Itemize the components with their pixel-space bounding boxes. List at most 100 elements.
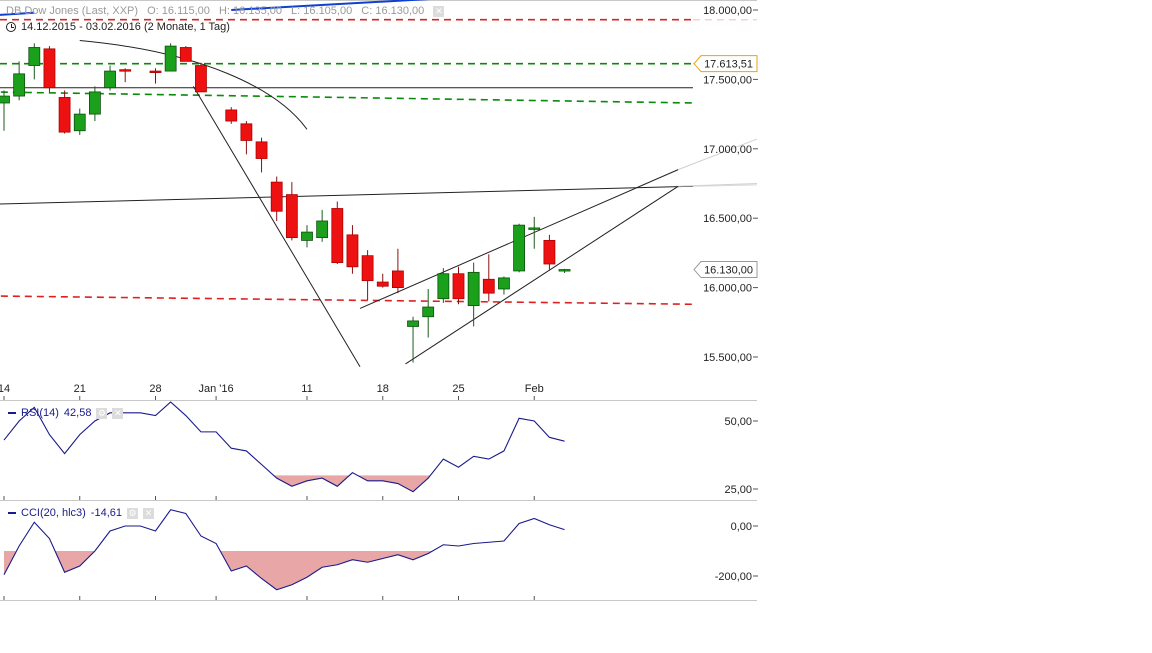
candle — [255, 137, 268, 173]
cci-legend-name: CCI(20, hlc3) — [21, 507, 86, 519]
candle-body — [43, 48, 56, 89]
rsi-legend-swatch — [8, 412, 16, 414]
arc-drawing — [79, 40, 308, 130]
candle-body — [240, 123, 253, 141]
candle — [361, 250, 374, 301]
y-tick-label: 16.000,00 — [703, 283, 752, 295]
trend-line — [405, 185, 679, 365]
candle — [498, 276, 510, 295]
background-layer — [0, 0, 757, 601]
candle — [376, 273, 389, 288]
candle — [285, 182, 298, 241]
candle-body — [528, 227, 541, 230]
x-tick-label: 21 — [74, 383, 86, 395]
candle — [28, 43, 41, 80]
candle-body — [58, 97, 71, 133]
candle-body — [104, 70, 116, 89]
candle-body — [376, 281, 389, 287]
y-tick-label: 17.000,00 — [703, 144, 752, 156]
cci-legend-value: -14,61 — [90, 507, 122, 519]
trend-line — [192, 86, 361, 367]
rsi-legend-value: 42,58 — [63, 407, 92, 419]
candle — [528, 216, 541, 249]
candle — [452, 266, 465, 305]
candle-body — [0, 95, 10, 104]
date-range-header: 14.12.2015 - 03.02.2016 (2 Monate, 1 Tag… — [6, 21, 230, 33]
candle-body — [437, 273, 450, 300]
candle — [149, 68, 162, 84]
trend-line — [0, 185, 694, 205]
candle — [164, 43, 177, 72]
candle — [482, 254, 495, 302]
candle-body — [285, 194, 298, 239]
candle-body — [452, 273, 465, 300]
candle — [270, 176, 283, 221]
trend-line-extension — [677, 138, 758, 171]
price-tag — [693, 55, 758, 73]
candle-body — [301, 231, 313, 241]
candle-body — [422, 306, 435, 318]
candle-body — [482, 278, 495, 294]
y-tick-label: 18.000,00 — [703, 5, 752, 17]
close-icon[interactable]: ✕ — [112, 407, 124, 419]
candle — [225, 107, 238, 124]
x-tick-label: Jan '16 — [199, 383, 234, 395]
candle — [558, 268, 571, 274]
drawing-lines-layer — [0, 0, 758, 367]
candle — [240, 121, 253, 155]
candle-body — [225, 109, 238, 122]
indicator-line — [3, 509, 565, 591]
price-tag-label: 16.130,00 — [704, 265, 753, 277]
clock-icon — [6, 22, 16, 32]
y-tick-label: 17.500,00 — [703, 74, 752, 86]
date-range-text: 14.12.2015 - 03.02.2016 (2 Monate, 1 Tag… — [21, 21, 230, 33]
candle-body — [255, 141, 268, 159]
x-tick-label: 18 — [377, 383, 389, 395]
candle — [316, 209, 329, 242]
rsi-panel: 50,00 25,00 — [3, 401, 758, 500]
rsi-legend: RSI(14) 42,58 ⚙ ✕ — [8, 407, 124, 419]
candle — [543, 234, 556, 270]
candle — [346, 225, 359, 274]
price-tag — [693, 261, 758, 279]
candle — [331, 201, 344, 265]
x-tick-label: 25 — [452, 383, 464, 395]
indicator-line — [3, 401, 565, 493]
oversold-fill — [273, 475, 431, 492]
candle-body — [361, 255, 374, 282]
gear-icon[interactable]: ⚙ — [96, 407, 108, 419]
candle-body — [346, 234, 359, 268]
close-icon[interactable]: ✕ — [143, 507, 154, 519]
y-tick-label: 25,00 — [724, 484, 752, 496]
candle — [73, 108, 86, 135]
candle — [467, 262, 480, 327]
cci-legend-swatch — [8, 512, 16, 514]
candle-body — [513, 224, 525, 272]
gear-icon[interactable]: ⚙ — [127, 507, 138, 519]
candle — [422, 288, 435, 338]
trend-line — [231, 0, 430, 11]
high-value: H: 16.135,00 — [218, 5, 282, 17]
candle — [301, 225, 313, 248]
candle-body — [179, 47, 192, 62]
candle-body — [391, 270, 404, 289]
close-icon[interactable]: ✕ — [433, 6, 445, 17]
x-tick-label: 28 — [149, 383, 161, 395]
low-value: L: 16.105,00 — [291, 5, 353, 17]
candle-body — [270, 181, 283, 212]
candle — [391, 248, 404, 294]
candle-body — [195, 65, 207, 93]
oversold-fill — [4, 551, 433, 590]
candle-body — [149, 70, 162, 73]
candle — [0, 90, 10, 131]
y-tick-label: 50,00 — [724, 416, 752, 428]
y-tick-label: 15.500,00 — [703, 352, 752, 364]
instrument-name: DB Dow Jones (Last, XXP) — [6, 5, 139, 17]
candle — [179, 46, 192, 62]
candle-body — [89, 91, 101, 115]
candle — [195, 62, 207, 93]
x-tick-label: 11 — [301, 383, 312, 395]
candle-body — [13, 73, 26, 97]
